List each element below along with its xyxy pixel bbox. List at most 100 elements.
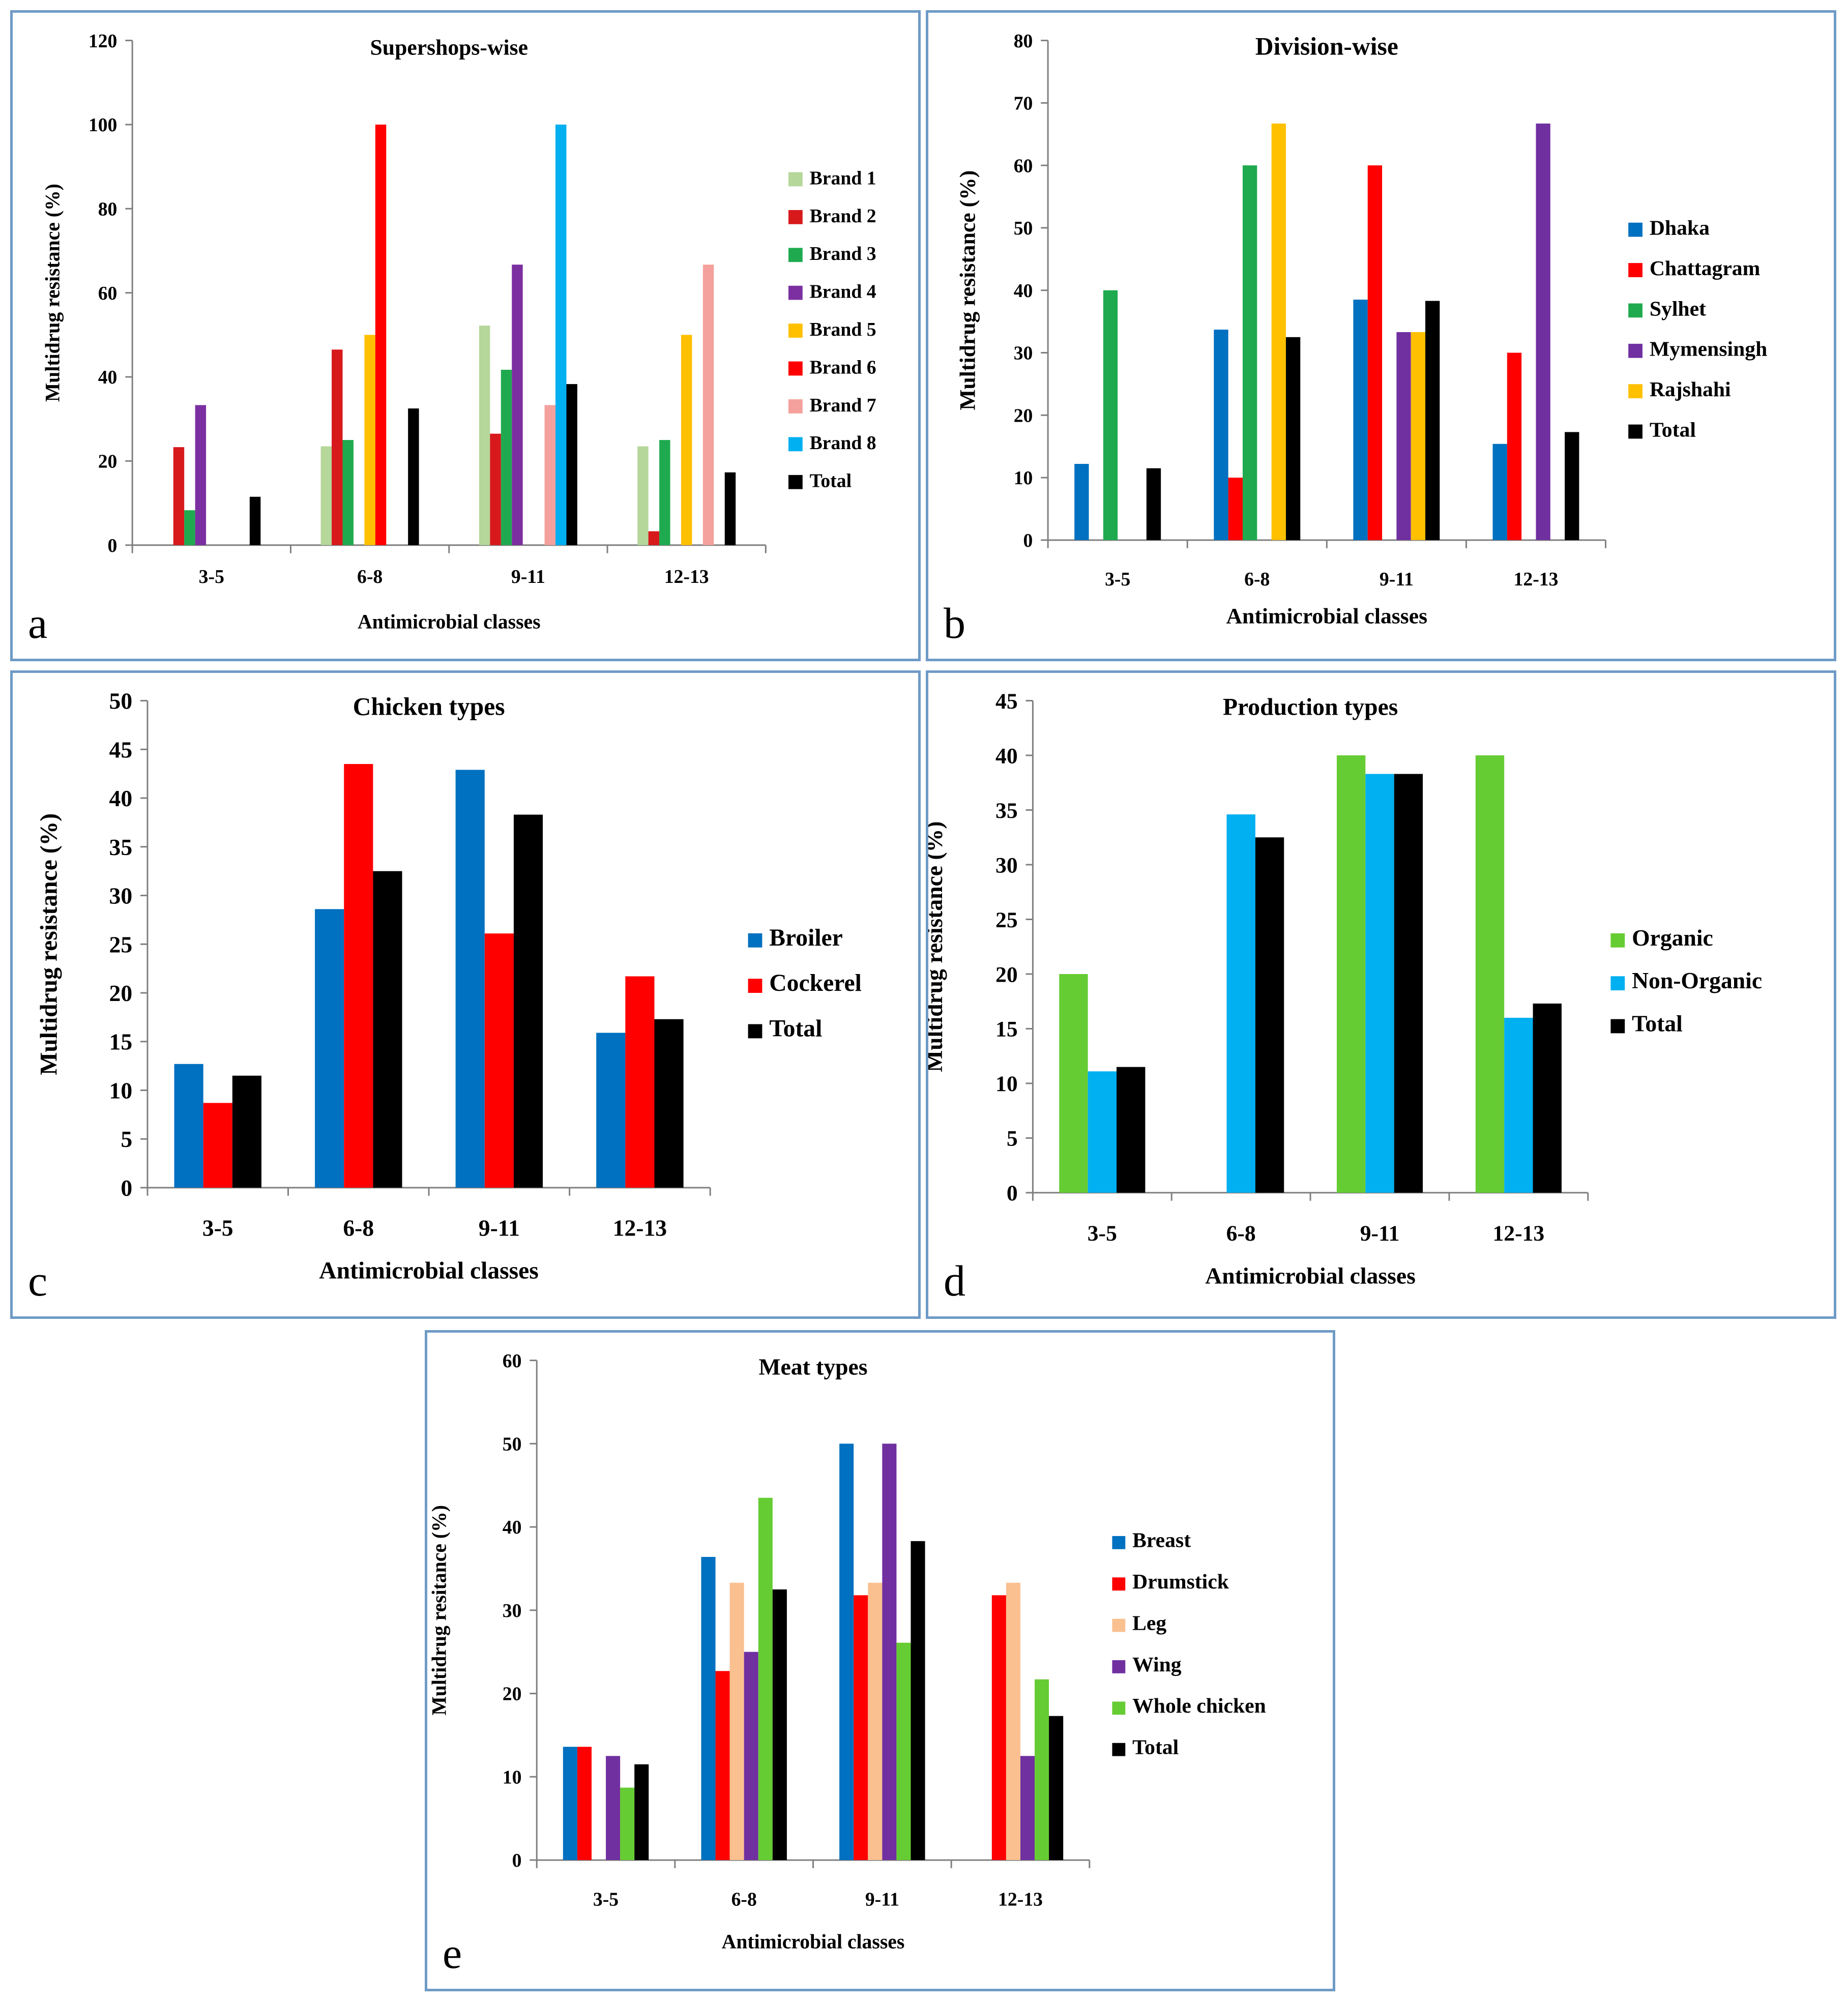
y-tick-label: 40 (995, 744, 1018, 768)
legend-label: Brand 7 (810, 395, 876, 416)
y-tick-label: 80 (1014, 31, 1033, 52)
bar-brand-5-6-8 (364, 335, 375, 545)
legend-swatch (788, 172, 803, 187)
bar-total-9-11 (1425, 301, 1440, 540)
bar-whole-chicken-9-11 (896, 1642, 911, 1860)
bar-wing-9-11 (882, 1444, 897, 1860)
y-tick-label: 30 (503, 1600, 522, 1622)
bar-total-12-13 (1533, 1004, 1562, 1193)
x-tick-label: 6-8 (731, 1889, 757, 1910)
y-tick-label: 10 (503, 1767, 522, 1788)
legend-label: Whole chicken (1132, 1694, 1266, 1718)
x-tick-label: 12-13 (1514, 569, 1559, 590)
y-tick-label: 0 (108, 535, 118, 556)
bar-total-3-5 (1117, 1067, 1146, 1193)
bar-non-organic-3-5 (1088, 1071, 1117, 1193)
legend-label: Brand 2 (810, 205, 876, 227)
legend-swatch (1610, 1019, 1625, 1034)
chart-svg: Chicken types 0 5 10 15 20 25 30 35 40 45 50 3-5 6-8 9… (36, 688, 862, 1284)
bar-total-6-8 (1285, 337, 1301, 540)
x-tick-label: 9-11 (1360, 1221, 1400, 1246)
legend-swatch (1112, 1577, 1126, 1591)
legend-swatch (788, 437, 803, 452)
legend-swatch (1628, 343, 1642, 358)
x-tick-label: 9-11 (479, 1215, 520, 1241)
x-tick-label: 12-13 (664, 566, 709, 587)
y-axis-label: Multidrug resistance (%) (41, 184, 64, 402)
y-tick-label: 40 (1014, 280, 1033, 302)
y-tick-label: 40 (98, 367, 118, 388)
bar-total-12-13 (1049, 1716, 1064, 1860)
chart-title: Division-wise (1255, 32, 1398, 60)
bar-total-9-11 (911, 1541, 925, 1860)
chart-svg: Production types 0 5 10 15 20 25 30 35 40 45 3-5 6-8… (928, 689, 1762, 1289)
bar-brand-3-9-11 (501, 369, 512, 545)
bar-total-3-5 (634, 1764, 649, 1860)
legend-label: Brand 5 (810, 319, 876, 340)
legend-label: Organic (1632, 925, 1713, 951)
legend-label: Total (769, 1015, 822, 1042)
y-tick-label: 45 (995, 689, 1018, 714)
bar-drumstick-12-13 (991, 1595, 1006, 1860)
legend-swatch (788, 285, 803, 300)
legend-label: Cockerel (769, 970, 862, 996)
bar-total-3-5 (249, 496, 261, 545)
bar-dhaka-9-11 (1353, 300, 1368, 540)
bar-sylhet-3-5 (1103, 290, 1118, 540)
x-axis-label: Antimicrobial classes (1226, 604, 1428, 629)
legend-label: Brand 6 (810, 357, 876, 378)
bar-brand-6-6-8 (375, 124, 387, 545)
legend-label: Brand 1 (810, 167, 876, 189)
y-tick-label: 20 (995, 962, 1018, 987)
bar-organic-3-5 (1059, 974, 1088, 1193)
panel-letter: b (944, 599, 965, 647)
bar-brand-3-12-13 (659, 440, 670, 545)
bar-dhaka-12-13 (1492, 444, 1507, 540)
y-tick-label: 20 (98, 451, 118, 473)
x-axis-label: Antimicrobial classes (358, 610, 541, 633)
legend-label: Leg (1132, 1611, 1166, 1635)
x-tick-label: 3-5 (1105, 569, 1130, 590)
bar-brand-4-9-11 (512, 264, 523, 545)
bar-non-organic-9-11 (1365, 774, 1394, 1193)
bar-total-9-11 (1394, 774, 1423, 1193)
bar-brand-2-3-5 (173, 447, 185, 545)
legend-label: Brand 4 (810, 281, 876, 303)
bar-leg-6-8 (729, 1582, 744, 1860)
bar-total-9-11 (513, 814, 543, 1188)
legend-swatch (788, 323, 803, 338)
bar-drumstick-9-11 (854, 1595, 868, 1860)
y-tick-label: 5 (1007, 1127, 1018, 1151)
legend-swatch (748, 979, 762, 993)
legend-label: Total (1650, 418, 1696, 441)
y-tick-label: 0 (121, 1175, 132, 1201)
bar-drumstick-6-8 (715, 1671, 730, 1860)
y-tick-label: 0 (512, 1850, 522, 1871)
bar-whole-chicken-6-8 (758, 1497, 773, 1860)
x-tick-label: 3-5 (593, 1889, 619, 1910)
bar-brand-1-12-13 (637, 446, 649, 545)
bar-organic-12-13 (1475, 755, 1505, 1193)
bar-brand-2-6-8 (332, 349, 343, 545)
x-tick-label: 6-8 (1244, 569, 1270, 590)
bar-brand-1-9-11 (479, 326, 490, 545)
bar-total-6-8 (408, 408, 419, 545)
y-tick-label: 50 (109, 688, 133, 714)
panel-letter: c (28, 1256, 48, 1305)
y-tick-label: 40 (503, 1517, 522, 1538)
bar-wing-12-13 (1020, 1756, 1035, 1860)
x-axis-label: Antimicrobial classes (1205, 1263, 1416, 1289)
x-tick-label: 6-8 (357, 566, 383, 587)
legend-label: Sylhet (1650, 297, 1706, 320)
legend-swatch (1628, 424, 1642, 439)
bar-broiler-9-11 (455, 770, 485, 1188)
bar-sylhet-6-8 (1242, 165, 1257, 540)
bar-brand-1-6-8 (320, 446, 332, 545)
bar-whole-chicken-12-13 (1035, 1679, 1049, 1860)
bar-total-12-13 (1565, 432, 1579, 540)
legend-label: Total (810, 470, 852, 492)
legend-label: Brand 8 (810, 432, 876, 454)
bar-chattagram-12-13 (1507, 352, 1522, 540)
chart-svg: Division-wise 0 10 20 30 40 50 60 70 80 3-5 6-8 9-11… (955, 31, 1767, 629)
y-tick-label: 35 (995, 799, 1018, 823)
